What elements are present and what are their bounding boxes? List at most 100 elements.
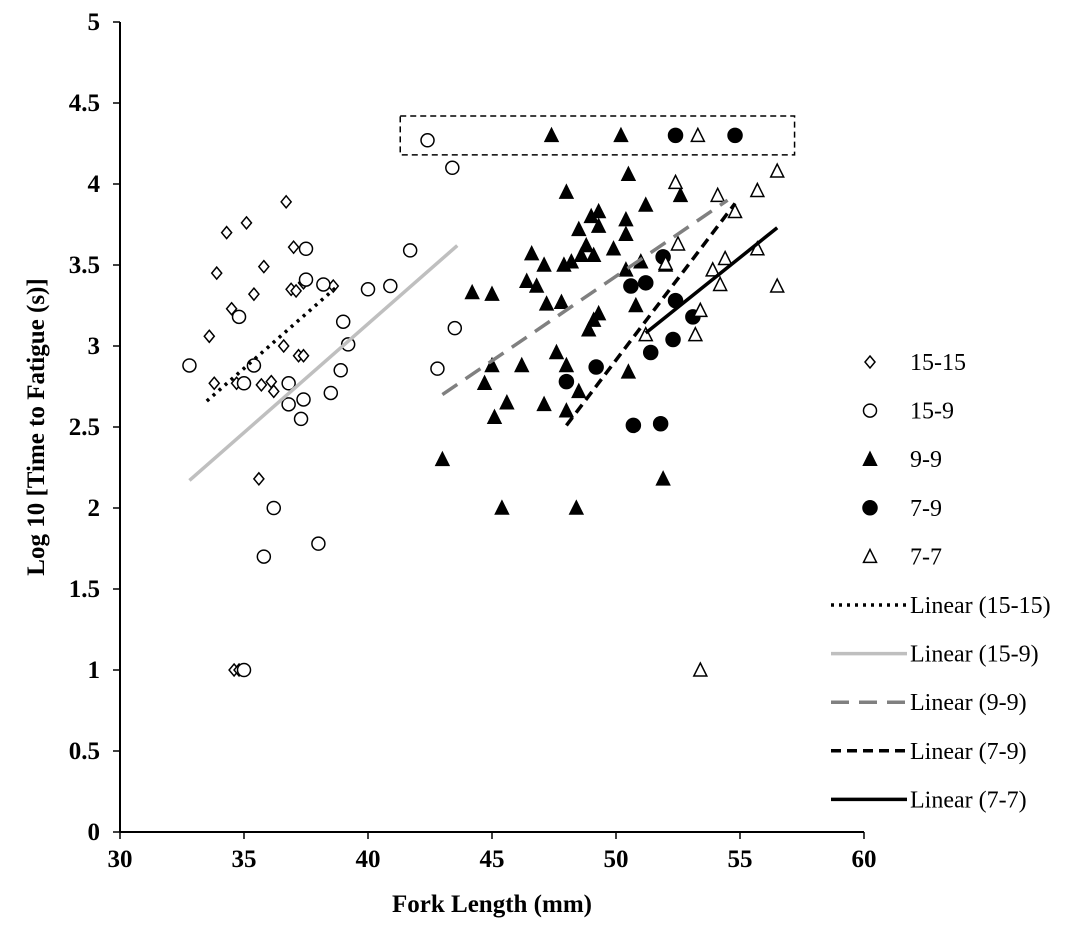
x-axis-title: Fork Length (mm) (392, 891, 592, 918)
data-point (220, 225, 233, 240)
series-7-9 (558, 127, 743, 434)
data-point (298, 241, 314, 257)
data-point (536, 395, 552, 412)
data-point (257, 259, 270, 274)
data-point (769, 162, 785, 178)
y-tick-label: 3 (88, 333, 101, 360)
data-point (523, 244, 540, 261)
data-point (514, 356, 530, 373)
data-point (583, 207, 599, 224)
data-point (281, 397, 296, 412)
data-point (548, 343, 565, 360)
x-tick-label: 30 (108, 846, 133, 873)
series-7-7 (638, 126, 785, 677)
x-tick-label: 35 (232, 846, 257, 873)
data-point (705, 261, 721, 277)
trendline-linear-15-9- (188, 244, 459, 482)
data-point (620, 165, 637, 182)
data-point (445, 160, 460, 176)
data-point (383, 278, 398, 294)
data-point (340, 337, 356, 352)
legend-label: Linear (9-9) (910, 690, 1027, 716)
data-point (499, 394, 515, 410)
data-point (252, 471, 265, 487)
data-point (182, 358, 197, 373)
data-point (420, 133, 435, 148)
data-point (430, 361, 445, 376)
data-point (402, 243, 418, 258)
y-tick-label: 2.5 (69, 414, 100, 441)
data-point (613, 126, 629, 143)
data-point (585, 246, 602, 263)
x-tick-label: 40 (356, 846, 381, 873)
legend-marker (862, 450, 878, 466)
data-point (558, 402, 575, 418)
x-tick-label: 60 (852, 846, 877, 873)
y-tick-label: 1 (88, 657, 101, 684)
legend-label: Linear (7-7) (910, 787, 1027, 813)
data-point (625, 417, 642, 434)
data-point (642, 344, 659, 361)
trendline-linear-9-9- (441, 198, 729, 397)
data-point (280, 194, 293, 209)
data-point (553, 293, 570, 310)
y-tick-label: 3.5 (69, 252, 100, 279)
legend-label: 15-15 (910, 350, 966, 376)
data-point (638, 196, 654, 212)
data-point (727, 127, 743, 144)
data-point (536, 256, 552, 272)
data-point (266, 500, 282, 516)
data-point (581, 321, 597, 337)
legend-marker (862, 403, 878, 418)
data-point (236, 662, 252, 678)
data-point (657, 254, 674, 271)
data-point (690, 126, 706, 143)
data-point (749, 181, 766, 198)
x-tick-label: 50 (604, 846, 629, 873)
highlight-box (399, 115, 796, 156)
data-point (717, 249, 733, 266)
data-point (476, 374, 493, 391)
data-point (571, 382, 587, 399)
data-point (360, 282, 376, 297)
x-tick-label: 55 (728, 846, 753, 873)
data-point (267, 384, 280, 399)
data-point (543, 126, 560, 143)
data-point (585, 311, 602, 327)
data-point (447, 320, 463, 336)
data-point (298, 272, 314, 287)
legend-label: 7-7 (910, 544, 942, 570)
legend-marker (862, 547, 878, 564)
data-point (246, 358, 262, 373)
y-tick-label: 1.5 (69, 576, 100, 603)
data-point (687, 325, 704, 342)
legend-label: Linear (7-9) (910, 739, 1027, 765)
data-point (605, 240, 622, 256)
data-point (240, 215, 253, 231)
trendline-linear-7-9- (565, 202, 737, 427)
data-point (590, 217, 607, 233)
data-point (618, 225, 634, 241)
data-point (578, 236, 594, 253)
data-point (638, 325, 654, 342)
data-point (486, 408, 503, 425)
data-point (618, 210, 634, 227)
plot-area (182, 115, 796, 678)
series-9-9 (434, 126, 689, 515)
legend-label: Linear (15-9) (910, 642, 1039, 668)
trendline-linear-7-7- (644, 226, 779, 335)
x-tick-label: 45 (480, 846, 505, 873)
data-point (670, 235, 686, 251)
data-point (573, 246, 589, 263)
data-point (620, 363, 637, 379)
data-point (203, 329, 216, 344)
data-point (568, 499, 585, 515)
data-point (558, 183, 575, 199)
data-point (571, 220, 587, 237)
data-point (538, 295, 555, 311)
data-point (333, 363, 348, 378)
data-point (712, 275, 728, 292)
data-point (692, 301, 709, 318)
legend: 15-15 15-9 9-9 7-9 7-7 Linear (15-15) Linear (… (831, 350, 1051, 813)
data-point (628, 296, 644, 313)
